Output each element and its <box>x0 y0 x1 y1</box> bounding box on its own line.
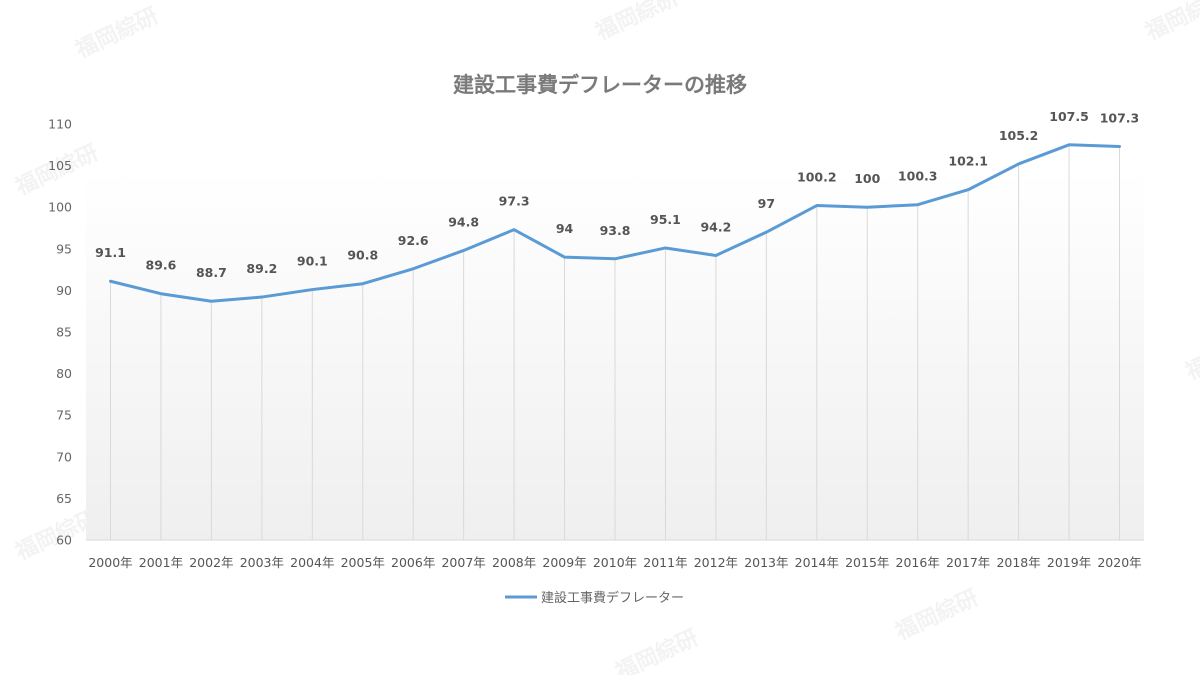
data-label: 91.1 <box>95 245 126 260</box>
x-tick-label: 2017年 <box>946 555 990 570</box>
x-tick-label: 2009年 <box>542 555 586 570</box>
data-label: 88.7 <box>196 265 227 280</box>
x-tick-label: 2006年 <box>391 555 435 570</box>
x-tick-label: 2012年 <box>694 555 738 570</box>
x-tick-label: 2007年 <box>441 555 485 570</box>
data-label: 97.3 <box>499 194 530 209</box>
watermark-text: 福岡綜研 <box>591 0 683 46</box>
data-label: 97 <box>758 196 775 211</box>
x-tick-label: 2003年 <box>240 555 284 570</box>
legend: 建設工事費デフレーター <box>505 590 684 606</box>
x-tick-label: 2004年 <box>290 555 334 570</box>
watermark-text: 福岡綜研 <box>71 3 163 64</box>
data-labels: 91.1 89.6 88.7 89.2 90.1 90.8 92.6 94.8 97.3 94 93… <box>95 109 1139 280</box>
data-label: 100 <box>854 171 880 186</box>
y-tick-label: 80 <box>56 366 72 381</box>
data-label: 90.1 <box>297 254 328 269</box>
watermark-text: 福岡綜研 <box>1181 325 1200 386</box>
y-tick-label: 85 <box>56 325 72 340</box>
x-tick-label: 2020年 <box>1097 555 1141 570</box>
x-tick-label: 2013年 <box>744 555 788 570</box>
data-label: 94 <box>556 221 574 236</box>
watermark-text: 福岡綜研 <box>611 625 703 675</box>
data-label: 107.5 <box>1049 109 1089 124</box>
data-label: 93.8 <box>600 223 631 238</box>
data-label: 100.3 <box>898 169 938 184</box>
x-tick-label: 2011年 <box>643 555 687 570</box>
drop-lines <box>110 144 1120 540</box>
y-tick-label: 70 <box>56 449 72 464</box>
y-tick-label: 95 <box>56 241 72 256</box>
watermark-text: 福岡綜研 <box>891 585 983 646</box>
x-tick-label: 2019年 <box>1047 555 1091 570</box>
x-tick-label: 2014年 <box>795 555 839 570</box>
x-tick-label: 2016年 <box>896 555 940 570</box>
data-label: 89.2 <box>246 261 277 276</box>
x-tick-label: 2018年 <box>996 555 1040 570</box>
legend-label: 建設工事費デフレーター <box>541 590 684 606</box>
x-tick-label: 2002年 <box>189 555 233 570</box>
y-tick-label: 110 <box>48 117 72 132</box>
x-tick-label: 2010年 <box>593 555 637 570</box>
data-label: 95.1 <box>650 212 681 227</box>
chart-title: 建設工事費デフレーターの推移 <box>453 73 747 97</box>
y-tick-label: 105 <box>48 158 72 173</box>
x-tick-label: 2005年 <box>341 555 385 570</box>
series-line <box>109 143 1121 303</box>
x-tick-label: 2008年 <box>492 555 536 570</box>
data-label: 105.2 <box>999 128 1039 143</box>
y-axis: 60 65 70 75 80 85 90 95 100 105 110 <box>48 117 72 548</box>
data-label: 102.1 <box>948 154 988 169</box>
data-label: 92.6 <box>398 233 429 248</box>
y-tick-label: 100 <box>48 200 72 215</box>
data-label: 90.8 <box>347 248 378 263</box>
y-tick-label: 60 <box>56 533 72 548</box>
data-label: 94.8 <box>448 214 479 229</box>
watermark-text: 福岡綜研 <box>1141 0 1200 46</box>
x-tick-label: 2000年 <box>88 555 132 570</box>
x-axis: 2000年 2001年 2002年 2003年 2004年 2005年 2006年 2007年… <box>88 555 1141 570</box>
data-label: 100.2 <box>797 170 837 185</box>
data-label: 94.2 <box>700 219 731 234</box>
y-tick-label: 90 <box>56 283 72 298</box>
data-label: 89.6 <box>146 258 177 273</box>
x-tick-label: 2001年 <box>139 555 183 570</box>
x-tick-label: 2015年 <box>845 555 889 570</box>
y-tick-label: 75 <box>56 408 72 423</box>
y-tick-label: 65 <box>56 491 72 506</box>
data-label: 107.3 <box>1100 110 1140 125</box>
